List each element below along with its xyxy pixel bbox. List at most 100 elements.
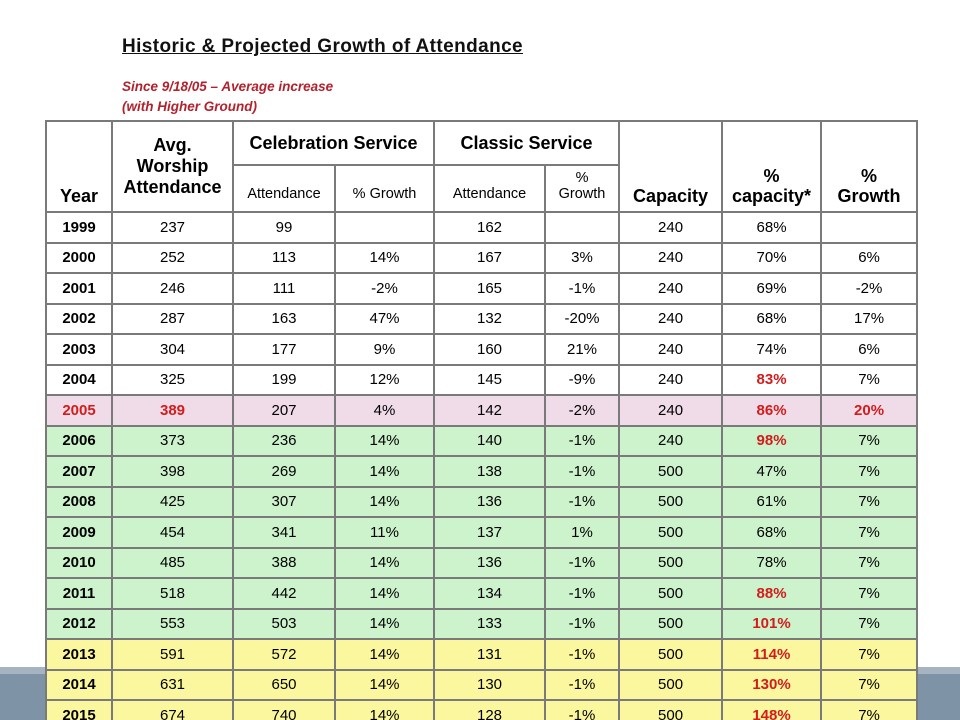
data-cell: 398 xyxy=(111,455,234,488)
data-cell: 631 xyxy=(111,668,234,701)
year-cell: 2006 xyxy=(45,424,113,457)
subheader-classic-growth: % Growth xyxy=(544,164,621,213)
data-cell xyxy=(544,211,621,244)
data-cell: 160 xyxy=(433,333,547,366)
table-row-2015: 2015 674 740 14% 128 -1% 500 148% 7% xyxy=(45,699,919,720)
data-cell: 7% xyxy=(820,546,919,579)
year-cell: 1999 xyxy=(45,211,113,244)
data-cell: 442 xyxy=(232,577,336,610)
data-cell: 138 xyxy=(433,455,547,488)
data-cell: 325 xyxy=(111,363,234,396)
data-cell: 500 xyxy=(618,546,724,579)
data-cell: 304 xyxy=(111,333,234,366)
data-cell: 388 xyxy=(232,546,336,579)
data-cell: 307 xyxy=(232,485,336,518)
year-cell: 2011 xyxy=(45,577,113,610)
year-cell: 2008 xyxy=(45,485,113,518)
data-cell: 500 xyxy=(618,607,724,640)
data-cell: 674 xyxy=(111,699,234,720)
data-cell: 142 xyxy=(433,394,547,427)
data-cell xyxy=(820,211,919,244)
data-cell: 6% xyxy=(820,333,919,366)
data-cell: -1% xyxy=(544,638,621,671)
data-cell: 246 xyxy=(111,272,234,305)
data-cell: 7% xyxy=(820,607,919,640)
data-cell: 252 xyxy=(111,241,234,274)
table-row-2004: 2004 325 199 12% 145 -9% 240 83% 7% xyxy=(45,363,919,396)
table-row-1999: 1999 237 99 162 240 68% xyxy=(45,211,919,244)
data-cell: 287 xyxy=(111,302,234,335)
table-row-2009: 2009 454 341 11% 137 1% 500 68% 7% xyxy=(45,516,919,549)
data-cell: 98% xyxy=(721,424,823,457)
subheader-classic-attendance: Attendance xyxy=(433,164,547,213)
header-row-groups: Year Avg. Worship Attendance Celebration… xyxy=(45,120,919,213)
data-cell: 240 xyxy=(618,363,724,396)
col-header-year: Year xyxy=(45,120,113,213)
data-cell: 7% xyxy=(820,516,919,549)
data-cell: 7% xyxy=(820,485,919,518)
year-cell: 2015 xyxy=(45,699,113,720)
data-cell: 7% xyxy=(820,699,919,720)
data-cell: -20% xyxy=(544,302,621,335)
data-cell: 9% xyxy=(333,333,436,366)
data-cell: 88% xyxy=(721,577,823,610)
subheader-celebration-attendance: Attendance xyxy=(232,164,336,213)
table-row-2013: 2013 591 572 14% 131 -1% 500 114% 7% xyxy=(45,638,919,671)
attendance-table: Year Avg. Worship Attendance Celebration… xyxy=(45,120,919,720)
data-cell: 7% xyxy=(820,577,919,610)
data-cell: -1% xyxy=(544,607,621,640)
table-row-2002: 2002 287 163 47% 132 -20% 240 68% 17% xyxy=(45,302,919,335)
data-cell xyxy=(333,211,436,244)
data-cell: 7% xyxy=(820,363,919,396)
col-header-pct-capacity: % capacity* xyxy=(721,120,823,213)
data-cell: 240 xyxy=(618,241,724,274)
data-cell: 7% xyxy=(820,638,919,671)
data-cell: -1% xyxy=(544,577,621,610)
data-cell: 389 xyxy=(111,394,234,427)
data-cell: 136 xyxy=(433,485,547,518)
data-cell: 650 xyxy=(232,668,336,701)
data-cell: 553 xyxy=(111,607,234,640)
data-cell: 20% xyxy=(820,394,919,427)
data-cell: 12% xyxy=(333,363,436,396)
col-group-celebration-service: Celebration Service xyxy=(231,120,436,166)
data-cell: 454 xyxy=(111,516,234,549)
data-cell: 132 xyxy=(433,302,547,335)
year-cell: 2013 xyxy=(45,638,113,671)
data-cell: 500 xyxy=(618,455,724,488)
year-cell: 2000 xyxy=(45,241,113,274)
data-cell: 269 xyxy=(232,455,336,488)
data-cell: 14% xyxy=(333,424,436,457)
table-row-2003: 2003 304 177 9% 160 21% 240 74% 6% xyxy=(45,333,919,366)
data-cell: 6% xyxy=(820,241,919,274)
data-cell: 163 xyxy=(232,302,336,335)
data-cell: 148% xyxy=(721,699,823,720)
col-header-pct-growth: % Growth xyxy=(820,120,919,213)
data-cell: 500 xyxy=(618,668,724,701)
col-header-avg-worship-attendance: Avg. Worship Attendance xyxy=(111,120,234,213)
data-cell: 1% xyxy=(544,516,621,549)
data-cell: 236 xyxy=(232,424,336,457)
year-cell: 2007 xyxy=(45,455,113,488)
data-cell: -1% xyxy=(544,455,621,488)
table-row-2006: 2006 373 236 14% 140 -1% 240 98% 7% xyxy=(45,424,919,457)
data-cell: -2% xyxy=(333,272,436,305)
data-cell: 4% xyxy=(333,394,436,427)
data-cell: 83% xyxy=(721,363,823,396)
data-cell: 17% xyxy=(820,302,919,335)
data-cell: 240 xyxy=(618,333,724,366)
data-cell: 14% xyxy=(333,455,436,488)
data-cell: 7% xyxy=(820,668,919,701)
data-cell: 21% xyxy=(544,333,621,366)
year-cell: 2003 xyxy=(45,333,113,366)
data-cell: 14% xyxy=(333,607,436,640)
data-cell: -2% xyxy=(544,394,621,427)
data-cell: 240 xyxy=(618,211,724,244)
data-cell: 518 xyxy=(111,577,234,610)
data-cell: 131 xyxy=(433,638,547,671)
data-cell: 69% xyxy=(721,272,823,305)
year-cell: 2009 xyxy=(45,516,113,549)
table-row-2012: 2012 553 503 14% 133 -1% 500 101% 7% xyxy=(45,607,919,640)
data-cell: 500 xyxy=(618,699,724,720)
data-cell: 78% xyxy=(721,546,823,579)
